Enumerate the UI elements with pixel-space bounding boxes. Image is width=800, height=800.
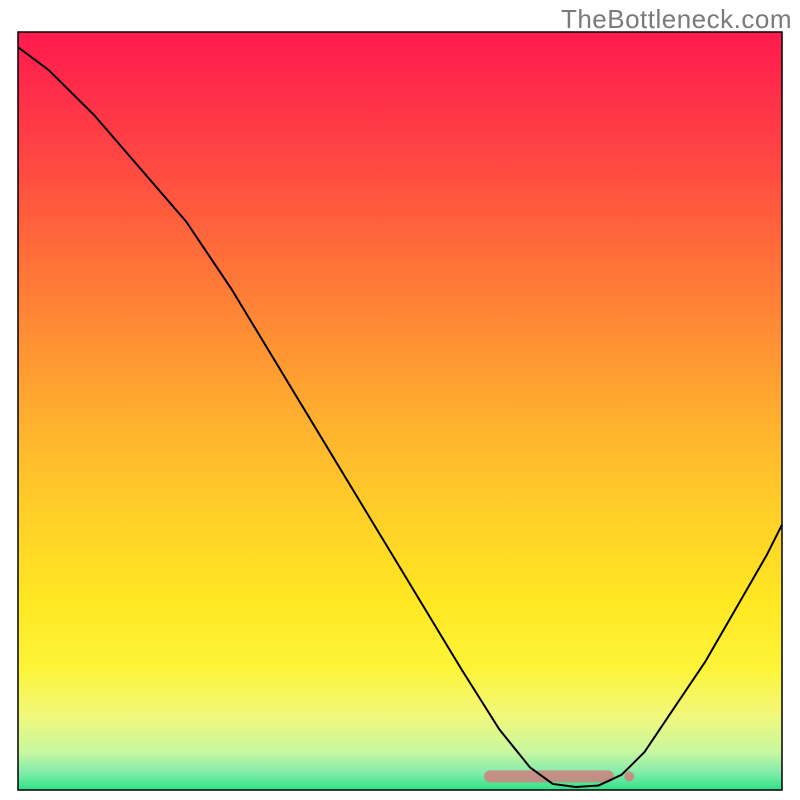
optimal-marker	[484, 770, 634, 782]
plot-background	[18, 32, 782, 790]
watermark-text: TheBottleneck.com	[561, 4, 792, 35]
chart-container: TheBottleneck.com	[0, 0, 800, 800]
bottleneck-chart	[0, 0, 800, 800]
